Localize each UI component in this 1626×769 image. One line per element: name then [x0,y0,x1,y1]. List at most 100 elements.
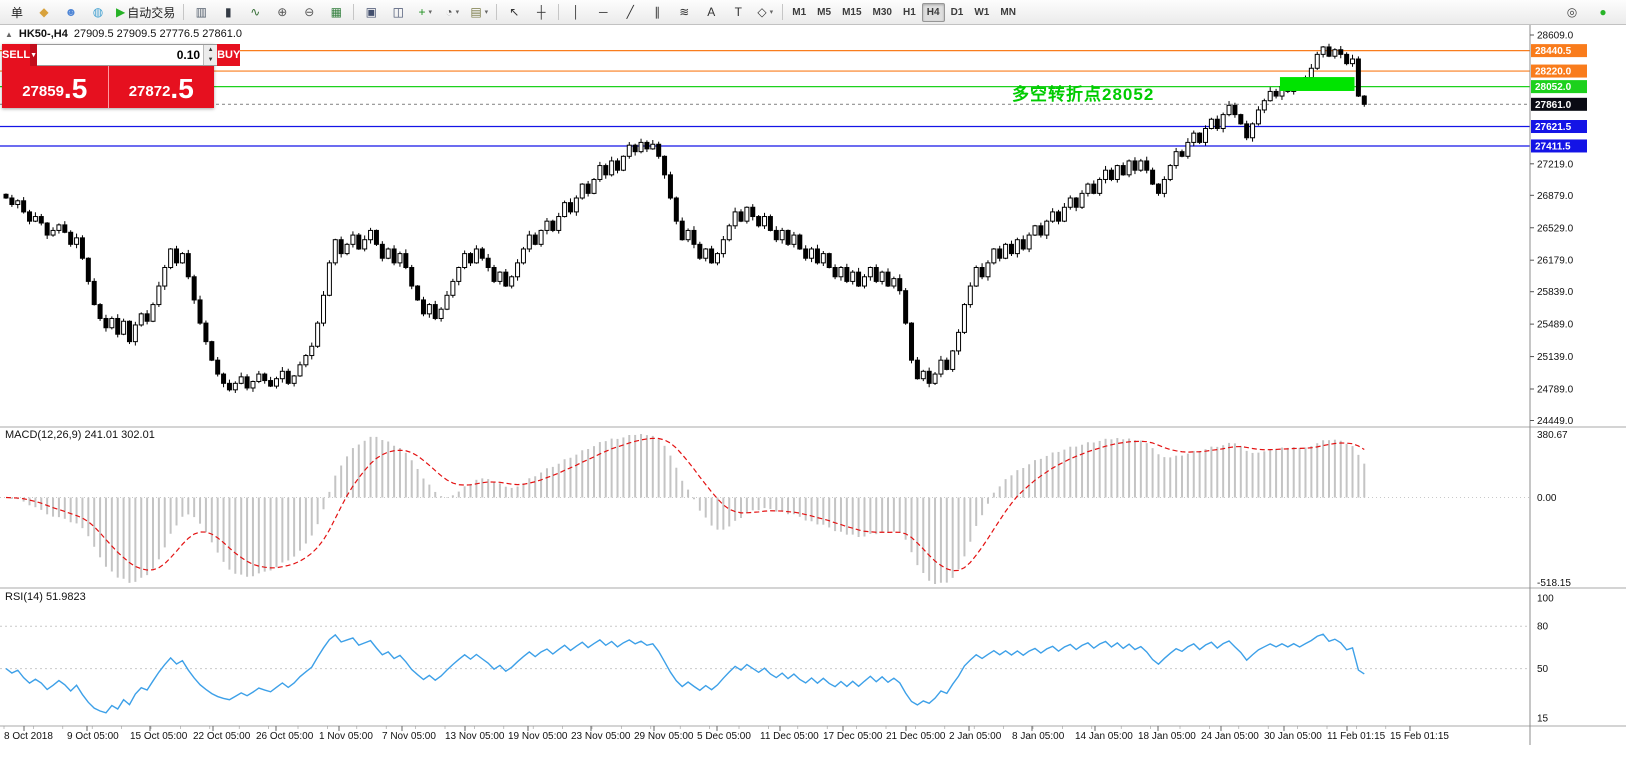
volume-stepper[interactable]: ▲ ▼ [203,45,218,65]
stepper-up-icon[interactable]: ▲ [207,47,214,53]
one-click-trading-panel: SELL ▼ ▲ ▼ BUY 27859.5 27872.5 [2,44,241,108]
svg-text:30 Jan 05:00: 30 Jan 05:00 [1264,731,1322,742]
crosshair-icon: ┼ [536,5,546,19]
svg-text:22 Oct 05:00: 22 Oct 05:00 [193,731,251,742]
indicators-button[interactable]: + ▾ [412,1,438,23]
timeframe-m1[interactable]: M1 [792,6,807,18]
svg-text:25489.0: 25489.0 [1537,320,1574,331]
price-axis-labels: 28609.0 27219.0 26879.0 26529.0 26179.0 25839… [1530,31,1574,427]
label-button[interactable]: T [725,1,751,23]
buy-button[interactable]: BUY [217,44,241,66]
cursor-button[interactable]: ↖ [501,1,527,23]
cascade-windows-icon: ◫ [392,5,404,19]
timeframe-mn[interactable]: MN [1000,6,1016,18]
fibonacci-button[interactable]: ≋ [671,1,697,23]
svg-text:27219.0: 27219.0 [1537,159,1574,170]
globe-icon: ◍ [92,5,104,19]
svg-text:-518.15: -518.15 [1537,578,1571,589]
clock-icon: ◔ [445,5,453,19]
line-chart-icon: ∿ [250,5,261,19]
search-icon: ◎ [1566,5,1578,19]
macd-signal-line [5,437,1365,572]
svg-text:8 Oct 2018: 8 Oct 2018 [4,731,53,742]
cascade-windows-button[interactable]: ◫ [385,1,411,23]
buy-price-tail: .5 [170,73,194,104]
periods-button[interactable]: ◔ ▾ [439,1,465,23]
zoom-in-button[interactable]: ⊕ [269,1,295,23]
svg-text:17 Dec 05:00: 17 Dec 05:00 [823,731,883,742]
text-button[interactable]: A [698,1,724,23]
pivot-annotation[interactable]: 多空转折点28052 [1012,85,1155,104]
bar-chart-icon: ▥ [195,5,207,19]
trade-panel-prices: 27859.5 27872.5 [2,66,214,108]
macd-axis-labels: 380.67 0.00 -518.15 [1537,430,1571,589]
svg-text:13 Nov 05:00: 13 Nov 05:00 [445,731,505,742]
toolbar-right-group: ◎ ● [1559,1,1622,23]
zoom-out-button[interactable]: ⊖ [296,1,322,23]
svg-text:80: 80 [1537,622,1549,633]
timeframe-h4[interactable]: H4 [921,2,945,22]
grid-button[interactable]: ▦ [323,1,349,23]
candlestick-series [3,43,1367,393]
svg-text:24789.0: 24789.0 [1537,384,1574,395]
chat-icon: ● [1599,5,1607,19]
svg-text:100: 100 [1537,594,1554,605]
toolbar-separator [558,4,560,20]
svg-text:25839.0: 25839.0 [1537,287,1574,298]
tile-windows-icon: ▣ [365,5,377,19]
autotrading-button-label: 自动交易 [127,5,176,20]
community-button[interactable]: ◍ [85,1,111,23]
chevron-down-icon: ▾ [428,9,433,16]
horizontal-line-button[interactable]: ─ [590,1,616,23]
trade-panel-toggle[interactable]: ▲ [5,29,13,39]
timeframe-m30[interactable]: M30 [872,6,892,18]
candlestick-chart-button[interactable]: ▮ [215,1,241,23]
bar-chart-button[interactable]: ▥ [188,1,214,23]
chevron-down-icon: ▾ [455,9,460,16]
svg-text:26179.0: 26179.0 [1537,256,1574,267]
timeframe-h1[interactable]: H1 [902,6,916,18]
buy-price[interactable]: 27872.5 [107,66,215,108]
shapes-button[interactable]: ◇ ▾ [752,1,778,23]
sell-price[interactable]: 27859.5 [2,66,108,108]
trendline-button[interactable]: ╱ [617,1,643,23]
new-order-button[interactable]: 单 [4,1,30,23]
svg-text:26 Oct 05:00: 26 Oct 05:00 [256,731,314,742]
profile-button[interactable]: ☻ [58,1,84,23]
svg-text:11 Dec 05:00: 11 Dec 05:00 [760,731,819,742]
svg-text:21 Dec 05:00: 21 Dec 05:00 [886,731,946,742]
order-type-dropdown[interactable]: ▼ [30,44,38,66]
highlight-rectangle[interactable] [1279,77,1355,91]
user-icon: ☻ [64,5,78,19]
templates-button[interactable]: ▤ ▾ [466,1,492,23]
timeframe-d1[interactable]: D1 [950,6,964,18]
timeframe-m5[interactable]: M5 [817,6,832,18]
toolbar-separator [183,4,185,20]
svg-text:14 Jan 05:00: 14 Jan 05:00 [1075,731,1133,742]
svg-text:28220.0: 28220.0 [1535,67,1572,78]
svg-text:26529.0: 26529.0 [1537,223,1574,234]
volume-box: ▲ ▼ [37,44,218,66]
search-button[interactable]: ◎ [1559,1,1585,23]
macd-indicator-label: MACD(12,26,9) 241.01 302.01 [5,429,155,441]
ohlc-values: 27909.5 27909.5 27776.5 27861.0 [73,28,243,40]
new-order-button-label: 单 [10,5,23,20]
volume-input[interactable] [37,45,204,65]
crosshair-button[interactable]: ┼ [528,1,554,23]
chat-button[interactable]: ● [1590,1,1616,23]
autotrading-button[interactable]: ▶ 自动交易 [112,1,179,23]
sell-button[interactable]: SELL [2,44,31,66]
timeframe-w1[interactable]: W1 [974,6,990,18]
vertical-line-button[interactable]: │ [563,1,589,23]
channel-button[interactable]: ∥ [644,1,670,23]
trade-panel-controls: SELL ▼ ▲ ▼ BUY [2,44,241,66]
line-chart-button[interactable]: ∿ [242,1,268,23]
stepper-down-icon[interactable]: ▼ [207,57,214,63]
fibonacci-icon: ≋ [679,5,690,19]
svg-text:9 Oct 05:00: 9 Oct 05:00 [67,731,119,742]
tile-windows-button[interactable]: ▣ [358,1,384,23]
timeframe-m15[interactable]: M15 [842,6,862,18]
accounts-button[interactable]: ◆ [31,1,57,23]
